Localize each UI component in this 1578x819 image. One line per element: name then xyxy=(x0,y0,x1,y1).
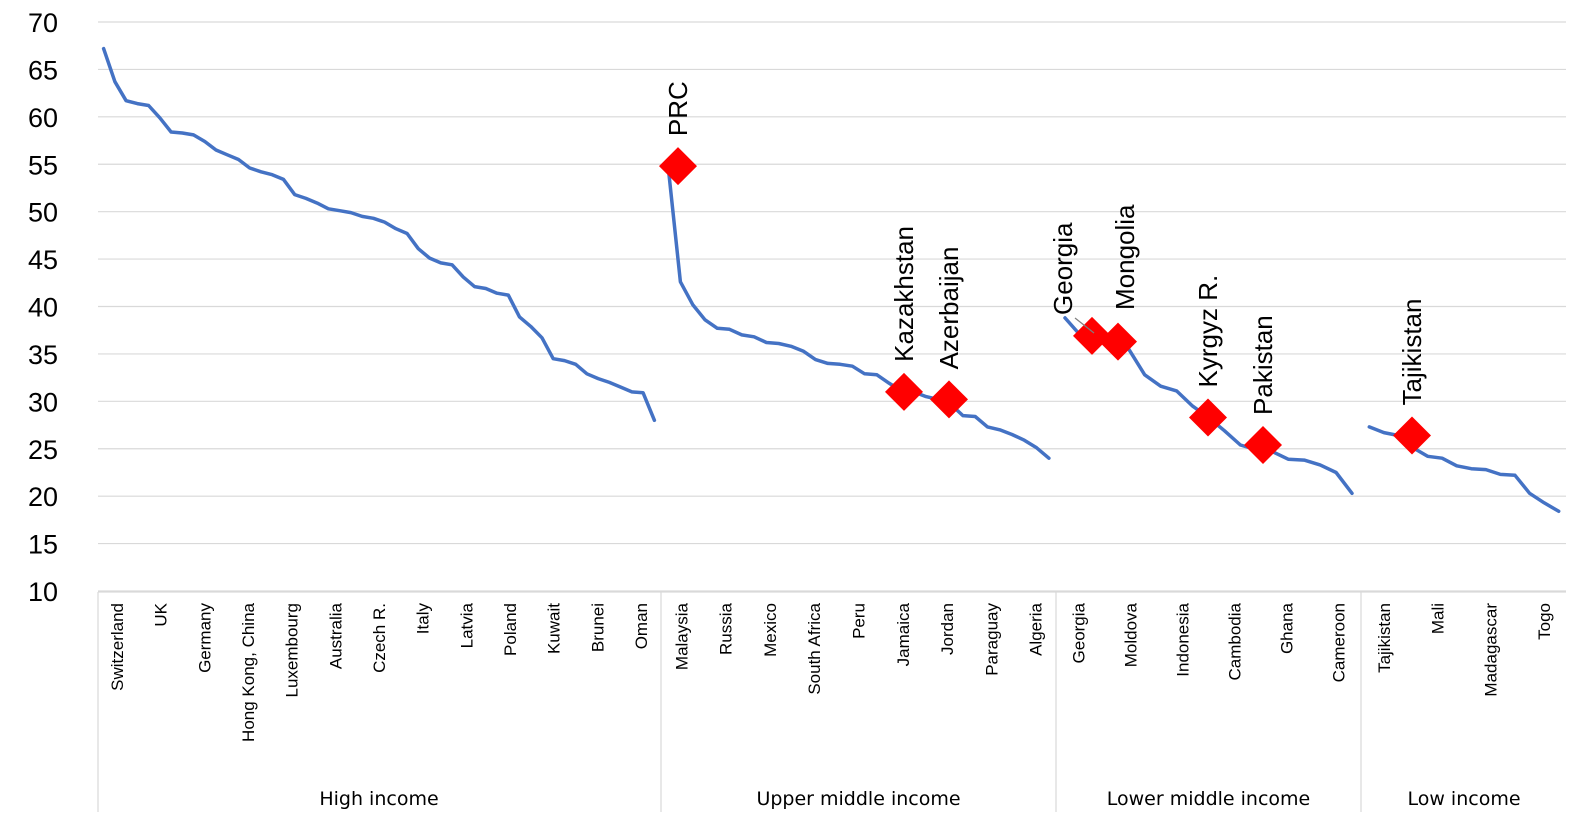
y-tick-15: 15 xyxy=(28,530,58,560)
x-tick-germany: Germany xyxy=(195,603,214,673)
horizontal-gridlines xyxy=(98,21,1566,592)
x-axis-tick-labels: Switzerland UK Germany Hong Kong, China Luxe… xyxy=(108,602,1554,742)
x-tick-mexico: Mexico xyxy=(761,603,780,657)
series-lines xyxy=(101,46,1561,514)
series-line-upper-middle-income xyxy=(666,164,1051,460)
x-tick-kuwait: Kuwait xyxy=(545,603,564,654)
highlight-label-tajikistan: Tajikistan xyxy=(1397,299,1427,406)
highlight-label-azerbaijan: Azerbaijan xyxy=(934,247,964,370)
x-tick-paraguay: Paraguay xyxy=(982,603,1001,676)
highlight-markers: PRC Kazakhstan Azerbaijan Georgia Mongolia Ky… xyxy=(659,81,1431,464)
highlight-marker-kyrgyz-r xyxy=(1189,398,1227,437)
highlight-marker-mongolia xyxy=(1099,322,1137,361)
x-tick-madagascar: Madagascar xyxy=(1482,603,1501,697)
x-tick-brunei: Brunei xyxy=(588,603,607,652)
highlight-label-prc: PRC xyxy=(663,81,693,136)
y-tick-25: 25 xyxy=(28,435,58,465)
highlight-marker-georgia xyxy=(1073,316,1111,355)
income-group-labels: High income Upper middle income Lower midd… xyxy=(319,788,1520,810)
highlight-label-georgia: Georgia xyxy=(1048,222,1078,315)
x-tick-togo: Togo xyxy=(1535,603,1554,640)
highlight-marker-pakistan xyxy=(1244,425,1282,464)
x-tick-latvia: Latvia xyxy=(457,602,476,648)
highlight-label-kyrgyz-r: Kyrgyz R. xyxy=(1193,275,1223,388)
x-tick-mali: Mali xyxy=(1428,603,1447,634)
group-label-lower-middle-income: Lower middle income xyxy=(1107,788,1310,810)
x-axis xyxy=(97,591,1566,812)
y-tick-60: 60 xyxy=(28,103,58,133)
y-tick-45: 45 xyxy=(28,245,58,275)
x-tick-luxembourg: Luxembourg xyxy=(283,603,302,698)
y-tick-10: 10 xyxy=(28,577,58,607)
highlight-marker-kazakhstan xyxy=(885,372,923,411)
x-tick-russia: Russia xyxy=(717,602,736,655)
x-tick-south-africa: South Africa xyxy=(805,602,824,694)
x-tick-indonesia: Indonesia xyxy=(1174,602,1193,676)
x-tick-peru: Peru xyxy=(850,603,869,639)
georgia-leader-line xyxy=(1074,317,1095,334)
x-tick-poland: Poland xyxy=(501,603,520,656)
highlight-label-pakistan: Pakistan xyxy=(1248,315,1278,415)
y-tick-70: 70 xyxy=(28,8,58,38)
x-tick-jamaica: Jamaica xyxy=(894,602,913,666)
group-label-upper-middle-income: Upper middle income xyxy=(756,788,960,810)
highlight-marker-prc xyxy=(659,147,697,186)
y-tick-65: 65 xyxy=(28,55,58,85)
x-tick-jordan: Jordan xyxy=(938,603,957,655)
y-tick-35: 35 xyxy=(28,340,58,370)
y-tick-20: 20 xyxy=(28,482,58,512)
x-tick-ghana: Ghana xyxy=(1277,602,1296,654)
x-tick-malaysia: Malaysia xyxy=(672,602,691,670)
y-tick-40: 40 xyxy=(28,293,58,323)
highlight-marker-tajikistan xyxy=(1393,416,1431,455)
highlight-marker-azerbaijan xyxy=(930,380,968,419)
y-tick-50: 50 xyxy=(28,198,58,228)
x-tick-georgia: Georgia xyxy=(1070,602,1089,663)
x-tick-moldova: Moldova xyxy=(1122,602,1141,667)
x-tick-italy: Italy xyxy=(414,603,433,635)
x-tick-uk: UK xyxy=(152,602,171,626)
x-tick-hong-kong-china: Hong Kong, China xyxy=(239,602,258,741)
y-tick-55: 55 xyxy=(28,150,58,180)
x-tick-oman: Oman xyxy=(632,603,651,649)
x-tick-switzerland: Switzerland xyxy=(108,603,127,691)
x-tick-tajikistan: Tajikistan xyxy=(1375,603,1394,673)
x-tick-cameroon: Cameroon xyxy=(1329,603,1348,682)
highlight-label-kazakhstan: Kazakhstan xyxy=(889,226,919,362)
group-label-high-income: High income xyxy=(319,788,438,810)
highlight-label-mongolia: Mongolia xyxy=(1110,204,1140,310)
x-tick-czech-r: Czech R. xyxy=(370,603,389,673)
y-axis-tick-labels: 10 15 20 25 30 35 40 45 50 55 60 65 70 xyxy=(28,8,58,607)
x-tick-australia: Australia xyxy=(326,602,345,669)
group-label-low-income: Low income xyxy=(1407,788,1520,810)
x-tick-cambodia: Cambodia xyxy=(1226,602,1245,680)
x-tick-algeria: Algeria xyxy=(1027,602,1046,655)
series-line-high-income xyxy=(101,46,657,423)
y-tick-30: 30 xyxy=(28,387,58,417)
